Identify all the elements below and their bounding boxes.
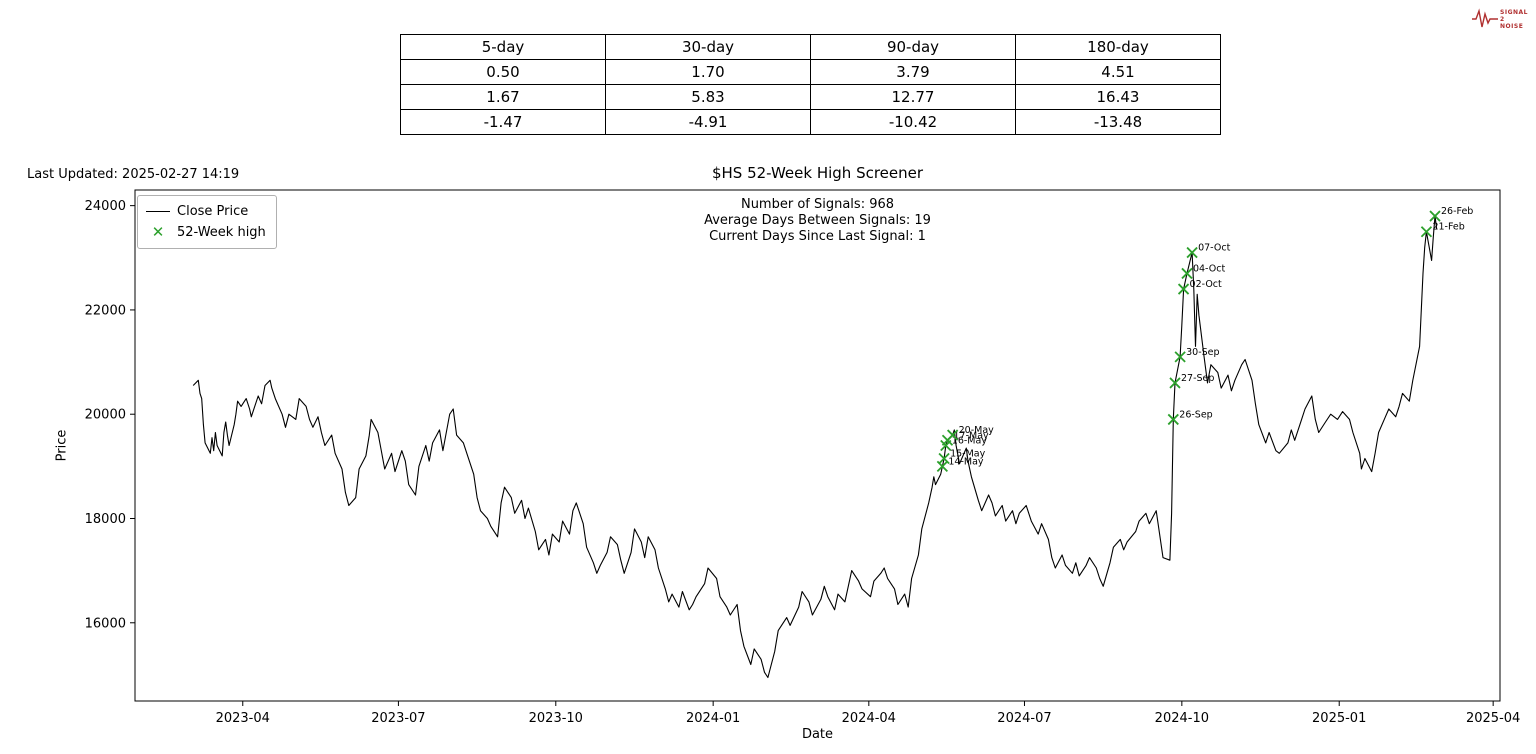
legend-item-close-price: Close Price [146, 201, 266, 222]
y-tick-label: 20000 [85, 408, 126, 423]
x-tick-label: 2024-10 [1155, 711, 1209, 726]
plot-frame [134, 189, 1501, 702]
signal-label: 27-Sep [1181, 373, 1214, 384]
legend-item-52-week-high: ✕ 52-Week high [146, 222, 266, 243]
y-tick-label: 24000 [85, 199, 126, 214]
x-tick-label: 2024-04 [842, 711, 896, 726]
logo: SIGNAL 2 NOISE [1471, 6, 1528, 32]
x-tick-label: 2023-10 [529, 711, 583, 726]
header-cell-180day: 180-day [1015, 34, 1221, 60]
x-tick-label: 2024-07 [997, 711, 1051, 726]
table-cell: 5.83 [605, 84, 811, 110]
header-cell-5day: 5-day [400, 34, 606, 60]
signal-annotations: Number of Signals: 968 Average Days Betw… [135, 197, 1500, 245]
returns-stats-table: 5-day 30-day 90-day 180-day 0.50 1.70 3.… [400, 34, 1221, 135]
table-row: 1.67 5.83 12.77 16.43 [400, 84, 1221, 110]
signal-label: 15-May [950, 449, 986, 460]
logo-waveform-icon [1472, 8, 1499, 28]
legend-label-close-price: Close Price [177, 204, 249, 219]
chart-legend: Close Price ✕ 52-Week high [137, 195, 277, 249]
signal-label: 17-May [954, 430, 990, 441]
signal-label: 04-Oct [1193, 263, 1225, 274]
table-cell: 12.77 [810, 84, 1016, 110]
x-marker-icon: ✕ [151, 223, 165, 241]
x-tick-label: 2025-01 [1312, 711, 1366, 726]
y-tick-label: 16000 [85, 616, 126, 631]
last-updated-text: Last Updated: 2025-02-27 14:19 [27, 167, 240, 182]
signal-marker [1429, 210, 1441, 222]
table-cell: -4.91 [605, 109, 811, 135]
signal-marker [1186, 246, 1198, 259]
signal-label: 14-May [948, 456, 984, 467]
table-header-row: 5-day 30-day 90-day 180-day [400, 34, 1221, 60]
signal-marker [946, 429, 959, 441]
x-tick-label: 2023-04 [216, 711, 270, 726]
signal-marker [1177, 283, 1190, 295]
signal-marker [1181, 267, 1193, 280]
annotation-number-of-signals: Number of Signals: 968 [740, 197, 895, 212]
x-axis-label: Date [801, 727, 834, 742]
signal-marker [1174, 351, 1186, 363]
annotation-current-days: Current Days Since Last Signal: 1 [709, 229, 926, 244]
signal-marker [1420, 226, 1433, 238]
legend-label-52-week-high: 52-Week high [177, 225, 266, 240]
signal-marker [1169, 377, 1181, 389]
chart-title: $HS 52-Week High Screener [711, 164, 924, 182]
y-tick-label: 18000 [85, 512, 126, 527]
signal-label: 07-Oct [1198, 243, 1230, 254]
signal-marker [938, 452, 950, 465]
table-cell: 16.43 [1015, 84, 1221, 110]
logo-line-3: NOISE [1500, 22, 1524, 30]
close-price-line-icon [146, 211, 170, 212]
logo-text: SIGNAL 2 NOISE [1500, 9, 1528, 30]
signal-marker [1167, 413, 1179, 426]
close-price-line [192, 215, 1438, 679]
signal-label: 30-Sep [1186, 347, 1219, 358]
header-cell-30day: 30-day [605, 34, 811, 60]
table-cell: 0.50 [400, 59, 606, 85]
table-cell: -10.42 [810, 109, 1016, 135]
y-axis-label: Price [54, 429, 70, 462]
signal-label: 16-May [952, 436, 988, 447]
x-tick-label: 2024-01 [686, 711, 740, 726]
signal-label: 26-Feb [1441, 206, 1473, 217]
x-tick-label: 2025-04 [1466, 711, 1520, 726]
signal-label: 21-Feb [1432, 222, 1464, 233]
x-tick-label: 2023-07 [371, 711, 425, 726]
logo-line-1: SIGNAL [1500, 8, 1528, 16]
logo-line-2: 2 [1500, 15, 1505, 23]
y-tick-label: 22000 [85, 303, 126, 318]
table-cell: 1.70 [605, 59, 811, 85]
signal-label: 26-Sep [1179, 409, 1212, 420]
table-cell: -13.48 [1015, 109, 1221, 135]
table-row: -1.47 -4.91 -10.42 -13.48 [400, 109, 1221, 135]
signal-label: 20-May [959, 425, 995, 436]
signal-label: 02-Oct [1190, 279, 1222, 290]
annotation-average-days: Average Days Between Signals: 19 [704, 213, 931, 228]
